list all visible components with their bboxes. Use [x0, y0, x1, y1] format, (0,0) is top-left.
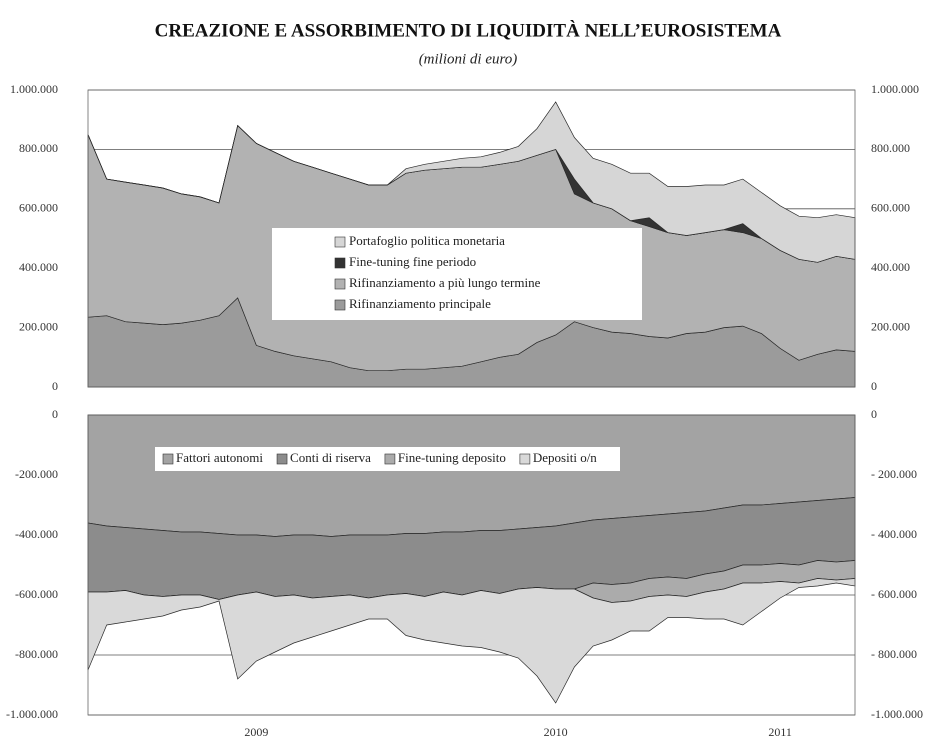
x-tick-label: 2010 — [544, 725, 568, 739]
legend-swatch — [519, 453, 531, 465]
y-tick-label: 400.000 — [19, 260, 58, 274]
legend-swatch — [334, 257, 346, 269]
y2-tick-label: 200.000 — [871, 319, 910, 333]
y2-tick-label: - 800.000 — [871, 647, 917, 661]
y2-tick-label: - 400.000 — [871, 527, 917, 541]
legend-swatch — [334, 236, 346, 248]
chart-title: CREAZIONE E ASSORBIMENTO DI LIQUIDITÀ NE… — [155, 19, 782, 41]
y2-tick-label: 0 — [871, 379, 877, 393]
y2-tick-label: 400.000 — [871, 260, 910, 274]
y2-tick-label: 1.000.000 — [871, 82, 919, 96]
legend-swatch — [334, 299, 346, 311]
plot-frame — [87, 414, 856, 716]
y-tick-label: 1.000.000 — [10, 82, 58, 96]
legend-label: Fattori autonomi — [176, 450, 263, 465]
y-tick-label: -200.000 — [15, 467, 58, 481]
legend-swatch — [334, 278, 346, 290]
legend-label: Fine-tuning deposito — [398, 450, 506, 465]
y2-tick-label: 600.000 — [871, 201, 910, 215]
y2-tick-label: -1.000.000 — [871, 707, 923, 721]
legend-label: Rifinanziamento principale — [349, 296, 491, 311]
legend-swatch — [384, 453, 396, 465]
y-tick-label: 0 — [52, 379, 58, 393]
plot-frame — [87, 89, 856, 388]
legend-swatch — [276, 453, 288, 465]
legend-label: Conti di riserva — [290, 450, 371, 465]
y2-tick-label: 800.000 — [871, 141, 910, 155]
y-tick-label: 600.000 — [19, 201, 58, 215]
legend-label: Rifinanziamento a più lungo termine — [349, 275, 541, 290]
x-tick-label: 2011 — [768, 725, 792, 739]
x-tick-label: 2009 — [244, 725, 268, 739]
legend-label: Fine-tuning fine periodo — [349, 254, 476, 269]
y2-tick-label: 0 — [871, 407, 877, 421]
y-tick-label: -600.000 — [15, 587, 58, 601]
y-tick-label: 200.000 — [19, 319, 58, 333]
chart-subtitle: (milioni di euro) — [419, 51, 518, 67]
legend-box — [272, 228, 642, 320]
y-tick-label: -400.000 — [15, 527, 58, 541]
y2-tick-label: - 200.000 — [871, 467, 917, 481]
y-tick-label: 0 — [52, 407, 58, 421]
y2-tick-label: - 600.000 — [871, 587, 917, 601]
y-tick-label: -800.000 — [15, 647, 58, 661]
y-tick-label: -1.000.000 — [6, 707, 58, 721]
y-tick-label: 800.000 — [19, 141, 58, 155]
legend-label: Depositi o/n — [533, 450, 597, 465]
legend-label: Portafoglio politica monetaria — [349, 233, 505, 248]
legend-swatch — [162, 453, 174, 465]
